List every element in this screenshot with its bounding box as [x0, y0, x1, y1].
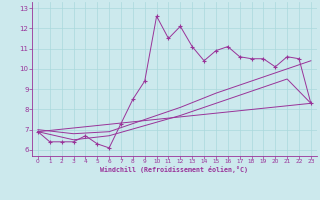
X-axis label: Windchill (Refroidissement éolien,°C): Windchill (Refroidissement éolien,°C) [100, 166, 248, 173]
